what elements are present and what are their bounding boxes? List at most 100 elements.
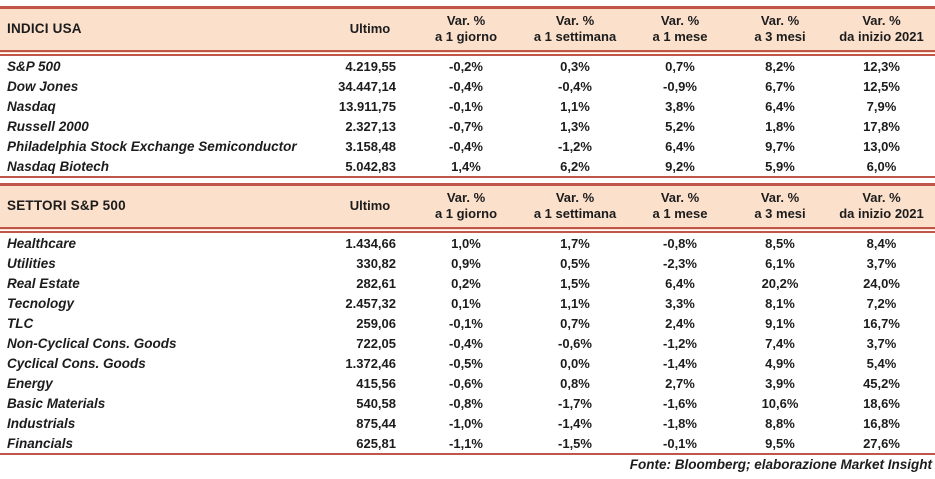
- var-ytd-value: 27,6%: [863, 435, 900, 451]
- row-label: Nasdaq: [7, 98, 56, 114]
- indici-usa-body: S&P 500 4.219,55 -0,2% 0,3% 0,7% 8,2% 12,3% Dow…: [0, 53, 935, 177]
- var-ytd-value: 7,9%: [866, 98, 897, 114]
- table-row: Russell 2000 2.327,13 -0,7% 1,3% 5,2% 1,8% 17,…: [0, 116, 935, 136]
- table-row: Financials 625,81 -1,1% -1,5% -0,1% 9,5% 27,6%: [0, 433, 935, 454]
- var-ytd-value: 7,2%: [866, 295, 897, 311]
- var-label-line1: Var. %: [555, 13, 595, 28]
- var-label-line1: Var. %: [660, 190, 700, 205]
- table-row: Dow Jones 34.447,14 -0,4% -0,4% -0,9% 6,7% 12,…: [0, 76, 935, 96]
- table-row: TLC 259,06 -0,1% 0,7% 2,4% 9,1% 16,7%: [0, 313, 935, 333]
- var-label-line2: a 1 giorno: [434, 206, 498, 221]
- var-label-line2: da inizio 2021: [839, 29, 924, 44]
- var-1d-value: -0,1%: [449, 315, 483, 331]
- table-title-settori-sp500: SETTORI S&P 500: [0, 184, 330, 233]
- var-label-line1: Var. %: [660, 13, 700, 28]
- var-1d-value: 0,9%: [451, 255, 481, 271]
- table-row: Industrials 875,44 -1,0% -1,4% -1,8% 8,8% 16,8…: [0, 413, 935, 433]
- col-header-var-3-mesi: Var. % a 3 mesi: [732, 184, 828, 233]
- ultimo-value: 2.327,13: [345, 118, 396, 134]
- var-label-line2: a 1 giorno: [434, 29, 498, 44]
- row-label: Philadelphia Stock Exchange Semiconducto…: [7, 138, 297, 154]
- var-ytd-value: 16,7%: [863, 315, 900, 331]
- row-label: Basic Materials: [7, 395, 106, 411]
- var-ytd-value: 24,0%: [863, 275, 900, 291]
- var-1m-value: -1,6%: [663, 395, 697, 411]
- table-row: Nasdaq 13.911,75 -0,1% 1,1% 3,8% 6,4% 7,9%: [0, 96, 935, 116]
- var-3m-value: 8,2%: [765, 58, 795, 74]
- col-header-var-3-mesi: Var. % a 3 mesi: [732, 7, 828, 56]
- var-ytd-value: 12,3%: [863, 58, 900, 74]
- table-row: Energy 415,56 -0,6% 0,8% 2,7% 3,9% 45,2%: [0, 373, 935, 393]
- var-label-line2: a 1 mese: [652, 206, 708, 221]
- var-3m-value: 5,9%: [765, 158, 795, 174]
- var-label-line1: Var. %: [760, 13, 800, 28]
- var-1w-value: 0,5%: [560, 255, 590, 271]
- var-1m-value: 9,2%: [665, 158, 695, 174]
- var-1m-value: 6,4%: [665, 275, 695, 291]
- ultimo-value: 259,06: [356, 315, 396, 331]
- var-3m-value: 6,4%: [765, 98, 795, 114]
- var-3m-value: 6,1%: [765, 255, 795, 271]
- col-header-var-1-settimana: Var. % a 1 settimana: [522, 7, 628, 56]
- var-ytd-value: 6,0%: [866, 158, 897, 174]
- var-1d-value: 0,2%: [451, 275, 481, 291]
- var-ytd-value: 13,0%: [863, 138, 900, 154]
- row-label: S&P 500: [7, 58, 61, 74]
- table-row: S&P 500 4.219,55 -0,2% 0,3% 0,7% 8,2% 12,3%: [0, 53, 935, 76]
- indici-usa-header-row: INDICI USA Ultimo Var. % a 1 giorno Var.…: [0, 7, 935, 56]
- var-1d-value: -0,8%: [449, 395, 483, 411]
- var-1d-value: -0,7%: [449, 118, 483, 134]
- ultimo-value: 34.447,14: [338, 78, 396, 94]
- var-label-line2: a 3 mesi: [754, 206, 806, 221]
- var-1d-value: -1,0%: [449, 415, 483, 431]
- var-ytd-value: 12,5%: [863, 78, 900, 94]
- row-label: Tecnology: [7, 295, 75, 311]
- var-3m-value: 10,6%: [761, 395, 799, 411]
- var-3m-value: 7,4%: [765, 335, 795, 351]
- var-ytd-value: 18,6%: [863, 395, 900, 411]
- table-row: Cyclical Cons. Goods 1.372,46 -0,5% 0,0% -1,…: [0, 353, 935, 373]
- var-1d-value: 1,4%: [451, 158, 481, 174]
- row-label: Non-Cyclical Cons. Goods: [7, 335, 177, 351]
- var-1m-value: -0,9%: [663, 78, 697, 94]
- var-3m-value: 9,7%: [765, 138, 795, 154]
- row-label: Healthcare: [7, 235, 77, 251]
- row-label: Real Estate: [7, 275, 80, 291]
- row-label: Russell 2000: [7, 118, 89, 134]
- col-header-var-1-mese: Var. % a 1 mese: [628, 184, 732, 233]
- var-ytd-value: 3,7%: [866, 255, 897, 271]
- var-3m-value: 3,9%: [765, 375, 795, 391]
- var-label-line2: a 1 settimana: [533, 29, 617, 44]
- table-row: Tecnology 2.457,32 0,1% 1,1% 3,3% 8,1% 7,2%: [0, 293, 935, 313]
- var-1w-value: 0,8%: [560, 375, 590, 391]
- var-1m-value: 2,7%: [665, 375, 695, 391]
- var-1w-value: -0,4%: [558, 78, 592, 94]
- ultimo-value: 415,56: [356, 375, 396, 391]
- var-1w-value: 0,7%: [560, 315, 590, 331]
- col-header-var-1-mese: Var. % a 1 mese: [628, 7, 732, 56]
- var-1w-value: 6,2%: [560, 158, 590, 174]
- col-header-ultimo: Ultimo: [330, 184, 410, 233]
- ultimo-value: 282,61: [356, 275, 396, 291]
- var-1w-value: 1,1%: [560, 295, 590, 311]
- var-label-line1: Var. %: [862, 190, 901, 205]
- var-1m-value: -1,4%: [663, 355, 697, 371]
- row-label: Energy: [7, 375, 53, 391]
- var-3m-value: 8,1%: [765, 295, 795, 311]
- table-row: Utilities 330,82 0,9% 0,5% -2,3% 6,1% 3,7%: [0, 253, 935, 273]
- var-1d-value: -0,1%: [449, 98, 483, 114]
- var-label-line1: Var. %: [446, 13, 486, 28]
- table-row: Healthcare 1.434,66 1,0% 1,7% -0,8% 8,5% 8,4%: [0, 230, 935, 253]
- ultimo-value: 5.042,83: [345, 158, 396, 174]
- var-label-line2: a 1 settimana: [533, 206, 617, 221]
- ultimo-value: 875,44: [356, 415, 396, 431]
- col-header-var-da-inizio-2021: Var. % da inizio 2021: [828, 7, 935, 56]
- var-ytd-value: 3,7%: [866, 335, 897, 351]
- var-1d-value: 0,1%: [451, 295, 481, 311]
- var-3m-value: 1,8%: [765, 118, 795, 134]
- indici-usa-table: INDICI USA Ultimo Var. % a 1 giorno Var.…: [0, 6, 935, 178]
- table-row: Real Estate 282,61 0,2% 1,5% 6,4% 20,2% 24,0%: [0, 273, 935, 293]
- var-1d-value: -0,5%: [449, 355, 483, 371]
- col-header-var-1-giorno: Var. % a 1 giorno: [410, 7, 522, 56]
- var-ytd-value: 17,8%: [863, 118, 900, 134]
